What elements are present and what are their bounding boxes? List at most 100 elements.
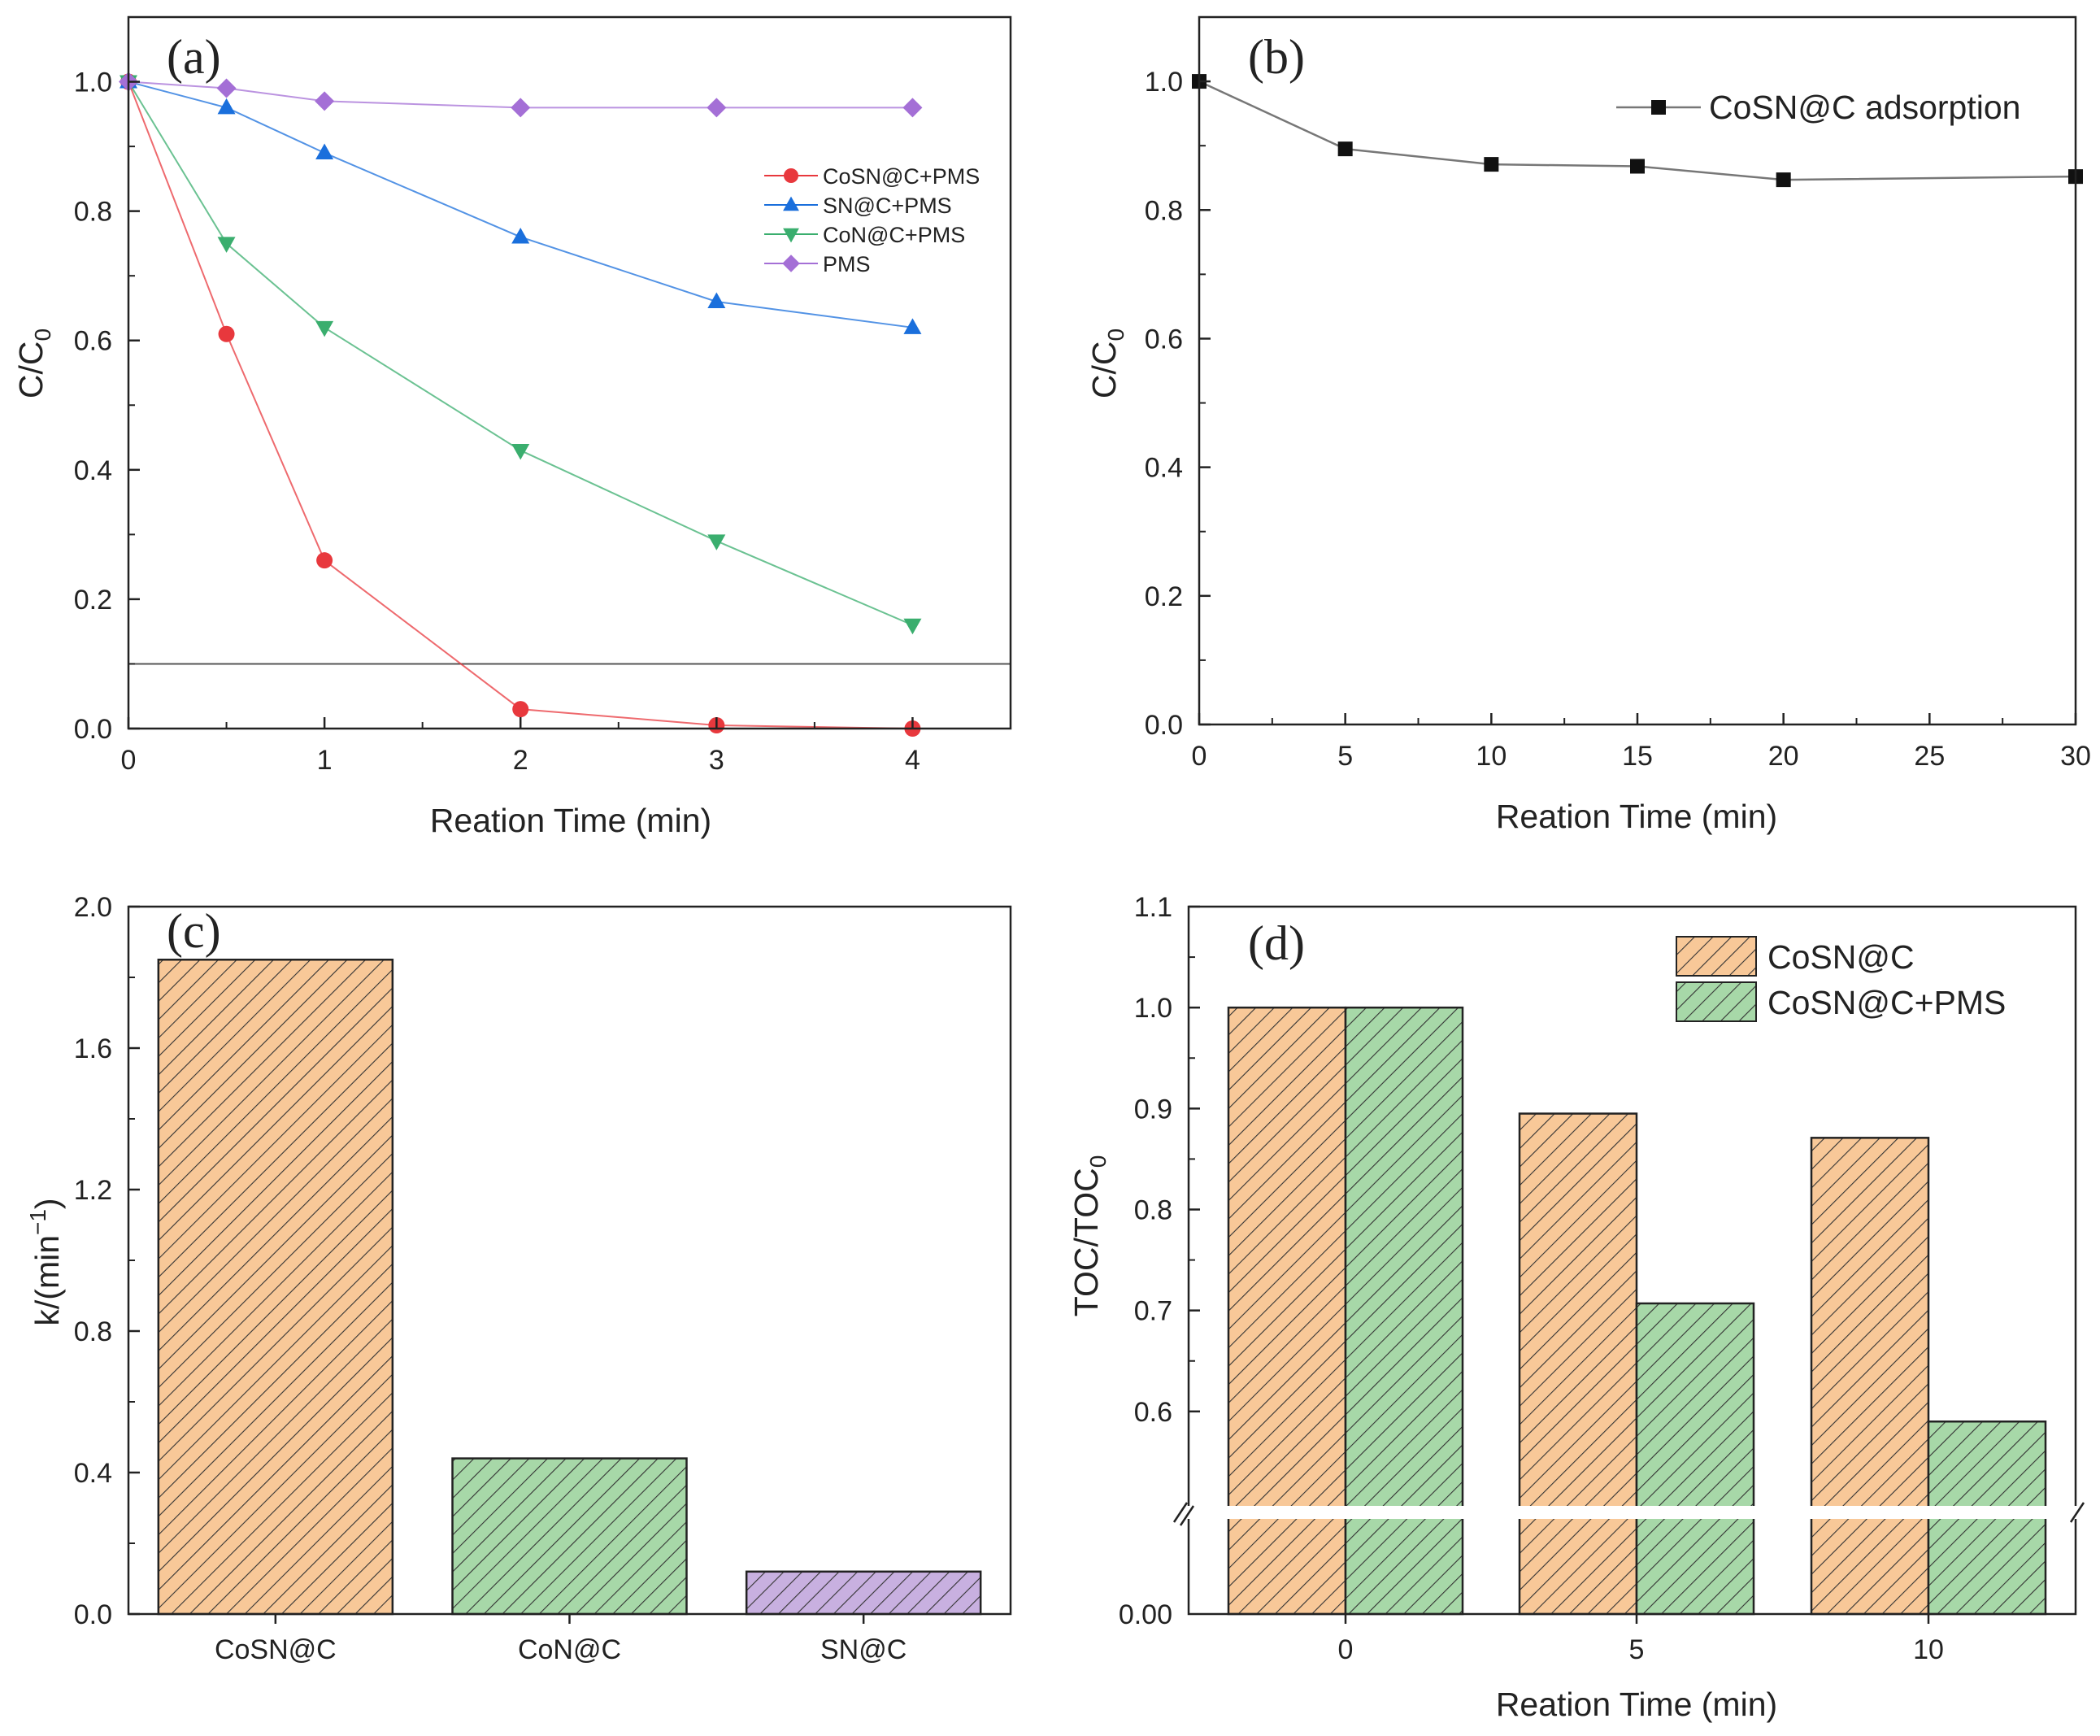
panel-a-legend: CoSN@C+PMS SN@C+PMS CoN@C+PMS PMS <box>764 164 980 276</box>
y-tick-label: 0.7 <box>1134 1296 1172 1327</box>
y-tick-label: 1.0 <box>74 67 112 98</box>
y-tick-label-below-break: 0.00 <box>1119 1599 1172 1630</box>
panel-a-line-chart: (a) 0 1 2 3 4 0.0 0.2 0.4 0.6 0.8 1.0 Reation Time… <box>12 15 1012 839</box>
data-point-con-c-pms <box>707 534 726 550</box>
x-tick-label: 5 <box>1337 741 1353 772</box>
legend-label-cosn-c-adsorption: CoSN@C adsorption <box>1709 89 2020 126</box>
panel-a-axes: 0 1 2 3 4 0.0 0.2 0.4 0.6 0.8 1.0 <box>74 15 1012 776</box>
panel-d-bar-chart: (d) 0 5 10 0.6 0.7 0.8 0.9 1.0 1.1 0.00 Reation T… <box>1067 892 2085 1723</box>
y-tick-label: 0.9 <box>1134 1094 1172 1125</box>
data-point-pms <box>902 98 923 118</box>
panel-b-line-chart: (b) 0 5 10 15 20 25 30 0.0 0.2 0.4 0.6 0.8 1.0 Reati… <box>1085 15 2091 835</box>
y-tick-label: 0.6 <box>1145 324 1183 355</box>
panel-c-bars <box>157 959 982 1616</box>
x-tick-label: 0 <box>121 745 137 776</box>
legend-label-cosn-c-pms: CoSN@C+PMS <box>823 164 980 189</box>
data-point-con-c-pms <box>315 320 334 337</box>
y-tick-label: 0.4 <box>1145 453 1183 484</box>
x-tick-label: 4 <box>905 745 920 776</box>
axis-break-band <box>1187 1506 2077 1519</box>
legend-marker-cosn-c-pms <box>784 168 798 183</box>
legend-label-pms: PMS <box>823 252 871 276</box>
legend-marker-sn-c-pms <box>783 196 799 211</box>
axis-break-mark <box>2069 1502 2085 1523</box>
y-tick-label: 0.8 <box>74 1316 112 1347</box>
x-tick-label: 0 <box>1338 1634 1354 1665</box>
panel-b-label: (b) <box>1248 30 1305 84</box>
panel-a-series <box>119 72 923 737</box>
y-tick-label: 0.6 <box>74 326 112 357</box>
y-tick-label: 0.4 <box>74 1458 112 1489</box>
x-tick-label: CoSN@C <box>215 1634 337 1665</box>
legend-label-con-c-pms: CoN@C+PMS <box>823 223 965 247</box>
data-point-cosn-c-pms <box>316 552 333 569</box>
x-tick-label: 15 <box>1622 741 1653 772</box>
y-tick-label: 0.8 <box>1134 1195 1172 1226</box>
panel-a-plot-frame <box>127 15 1012 730</box>
y-tick-label: 2.0 <box>74 892 112 923</box>
panel-b-legend: CoSN@C adsorption <box>1616 89 2020 126</box>
x-tick-label: 3 <box>709 745 724 776</box>
series-line-sn-c-pms <box>128 80 913 328</box>
y-tick-label: 1.1 <box>1134 892 1172 923</box>
x-tick-label: 30 <box>2060 741 2091 772</box>
panel-a-label: (a) <box>167 30 221 84</box>
panel-d-label: (d) <box>1248 916 1305 970</box>
x-tick-label: CoN@C <box>518 1634 621 1665</box>
y-tick-label: 1.6 <box>74 1033 112 1064</box>
legend-label-cosn-c: CoSN@C <box>1767 938 1915 976</box>
panel-b-x-axis-title: Reation Time (min) <box>1496 798 1777 835</box>
panel-b-axes: 0 5 10 15 20 25 30 0.0 0.2 0.4 0.6 0.8 1.0 <box>1145 15 2091 772</box>
series-line-pms <box>128 80 913 109</box>
data-point-cosn-c-adsorption <box>1484 157 1499 172</box>
x-tick-label: 5 <box>1629 1634 1645 1665</box>
legend-label-sn-c-pms: SN@C+PMS <box>823 194 952 218</box>
y-tick-label: 0.6 <box>1134 1397 1172 1428</box>
legend-marker-con-c-pms <box>783 228 799 243</box>
y-tick-label: 0.2 <box>1145 581 1183 612</box>
data-point-pms <box>511 98 531 118</box>
bar-cosn-c-t5 <box>1518 1112 1638 1616</box>
panel-b-y-axis-title: C/C0 <box>1085 328 1128 398</box>
x-tick-label: 10 <box>1476 741 1507 772</box>
panel-c-axes: CoSN@C CoN@C SN@C 0.0 0.4 0.8 1.2 1.6 2.0 <box>74 892 1012 1665</box>
axis-break-mark <box>1179 1505 1195 1526</box>
panel-c-label: (c) <box>167 904 221 958</box>
series-line-cosn-c-pms <box>128 81 913 729</box>
x-tick-label: 2 <box>513 745 528 776</box>
panel-d-x-axis-title: Reation Time (min) <box>1496 1686 1777 1723</box>
panel-d-bars <box>1227 1006 2047 1616</box>
panel-d-y-axis-title: TOC/TOC0 <box>1067 1155 1111 1317</box>
data-point-sn-c-pms <box>903 318 922 334</box>
data-point-cosn-c-adsorption <box>1630 159 1645 174</box>
legend-swatch-cosn-c <box>1676 936 1757 977</box>
x-tick-label: SN@C <box>820 1634 907 1665</box>
bar-cosn-c <box>157 959 394 1616</box>
bar-sn-c <box>745 1570 982 1616</box>
y-tick-label: 1.0 <box>1134 993 1172 1024</box>
panel-c-y-axis-title: k/(min−1) <box>25 1198 66 1325</box>
data-point-cosn-c-adsorption <box>1776 172 1791 188</box>
legend-marker-cosn-c-adsorption <box>1651 100 1666 115</box>
bar-cosn-c-t0 <box>1227 1006 1347 1616</box>
panel-a-y-axis-title: C/C0 <box>12 328 55 398</box>
y-tick-label: 0.0 <box>1145 710 1183 741</box>
y-tick-label: 0.0 <box>74 1599 112 1630</box>
bar-con-c <box>451 1457 688 1616</box>
y-tick-label: 0.8 <box>74 197 112 228</box>
data-point-sn-c-pms <box>217 98 236 115</box>
data-point-sn-c-pms <box>707 292 726 308</box>
legend-label-cosn-c-pms: CoSN@C+PMS <box>1767 984 2006 1021</box>
x-tick-label: 25 <box>1914 741 1945 772</box>
axis-break-mark <box>1172 1502 1189 1523</box>
panel-d-legend: CoSN@C CoSN@C+PMS <box>1676 936 2006 1022</box>
data-point-pms <box>315 91 335 111</box>
x-tick-label: 10 <box>1913 1634 1944 1665</box>
data-point-sn-c-pms <box>511 227 530 244</box>
legend-marker-pms <box>782 255 800 272</box>
data-point-cosn-c-pms <box>218 325 235 342</box>
bar-cosn-c-t10 <box>1810 1137 1930 1616</box>
data-point-cosn-c-adsorption <box>1337 141 1353 157</box>
x-tick-label: 20 <box>1768 741 1799 772</box>
